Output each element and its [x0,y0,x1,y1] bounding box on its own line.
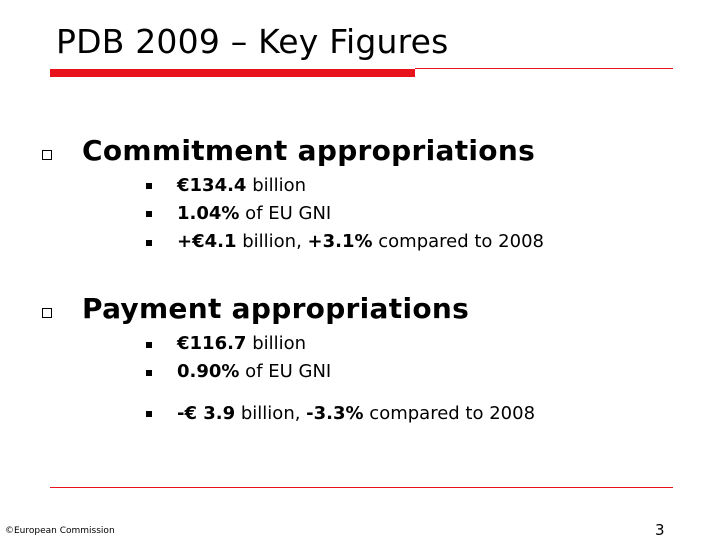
slide-title: PDB 2009 – Key Figures [56,22,449,61]
filled-square-bullet-icon [146,411,152,417]
list-item: €116.7 billion [177,333,307,354]
section-heading-payment: Payment appropriations [82,292,470,325]
filled-square-bullet-icon [146,370,152,376]
list-item: -€ 3.9 billion, -3.3% compared to 2008 [177,403,536,424]
filled-square-bullet-icon [146,183,152,189]
filled-square-bullet-icon [146,211,152,217]
title-accent-bar [50,69,415,77]
footer-divider [50,487,673,488]
list-item: 0.90% of EU GNI [177,361,332,382]
title-divider [415,68,673,69]
copyright-text: ©European Commission [5,526,115,536]
list-item: 1.04% of EU GNI [177,203,332,224]
square-bullet-icon [42,150,52,160]
square-bullet-icon [42,308,52,318]
list-item: +€4.1 billion, +3.1% compared to 2008 [177,231,544,252]
filled-square-bullet-icon [146,240,152,246]
page-number: 3 [655,521,665,539]
filled-square-bullet-icon [146,342,152,348]
section-heading-commitment: Commitment appropriations [82,134,536,167]
list-item: €134.4 billion [177,175,307,196]
